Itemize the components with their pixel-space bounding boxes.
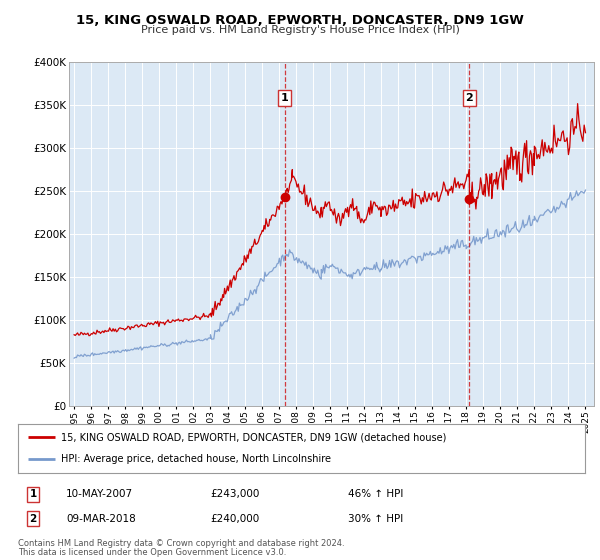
Text: 46% ↑ HPI: 46% ↑ HPI: [348, 489, 403, 500]
Text: £243,000: £243,000: [210, 489, 259, 500]
Text: £240,000: £240,000: [210, 514, 259, 524]
Text: 2: 2: [29, 514, 37, 524]
Text: 1: 1: [281, 93, 289, 103]
Text: 1: 1: [29, 489, 37, 500]
Text: 2: 2: [466, 93, 473, 103]
Text: 15, KING OSWALD ROAD, EPWORTH, DONCASTER, DN9 1GW: 15, KING OSWALD ROAD, EPWORTH, DONCASTER…: [76, 14, 524, 27]
Text: 10-MAY-2007: 10-MAY-2007: [66, 489, 133, 500]
Text: 30% ↑ HPI: 30% ↑ HPI: [348, 514, 403, 524]
Text: Contains HM Land Registry data © Crown copyright and database right 2024.: Contains HM Land Registry data © Crown c…: [18, 539, 344, 548]
Text: This data is licensed under the Open Government Licence v3.0.: This data is licensed under the Open Gov…: [18, 548, 286, 557]
Text: 15, KING OSWALD ROAD, EPWORTH, DONCASTER, DN9 1GW (detached house): 15, KING OSWALD ROAD, EPWORTH, DONCASTER…: [61, 432, 446, 442]
Text: 09-MAR-2018: 09-MAR-2018: [66, 514, 136, 524]
Text: HPI: Average price, detached house, North Lincolnshire: HPI: Average price, detached house, Nort…: [61, 454, 331, 464]
Text: Price paid vs. HM Land Registry's House Price Index (HPI): Price paid vs. HM Land Registry's House …: [140, 25, 460, 35]
